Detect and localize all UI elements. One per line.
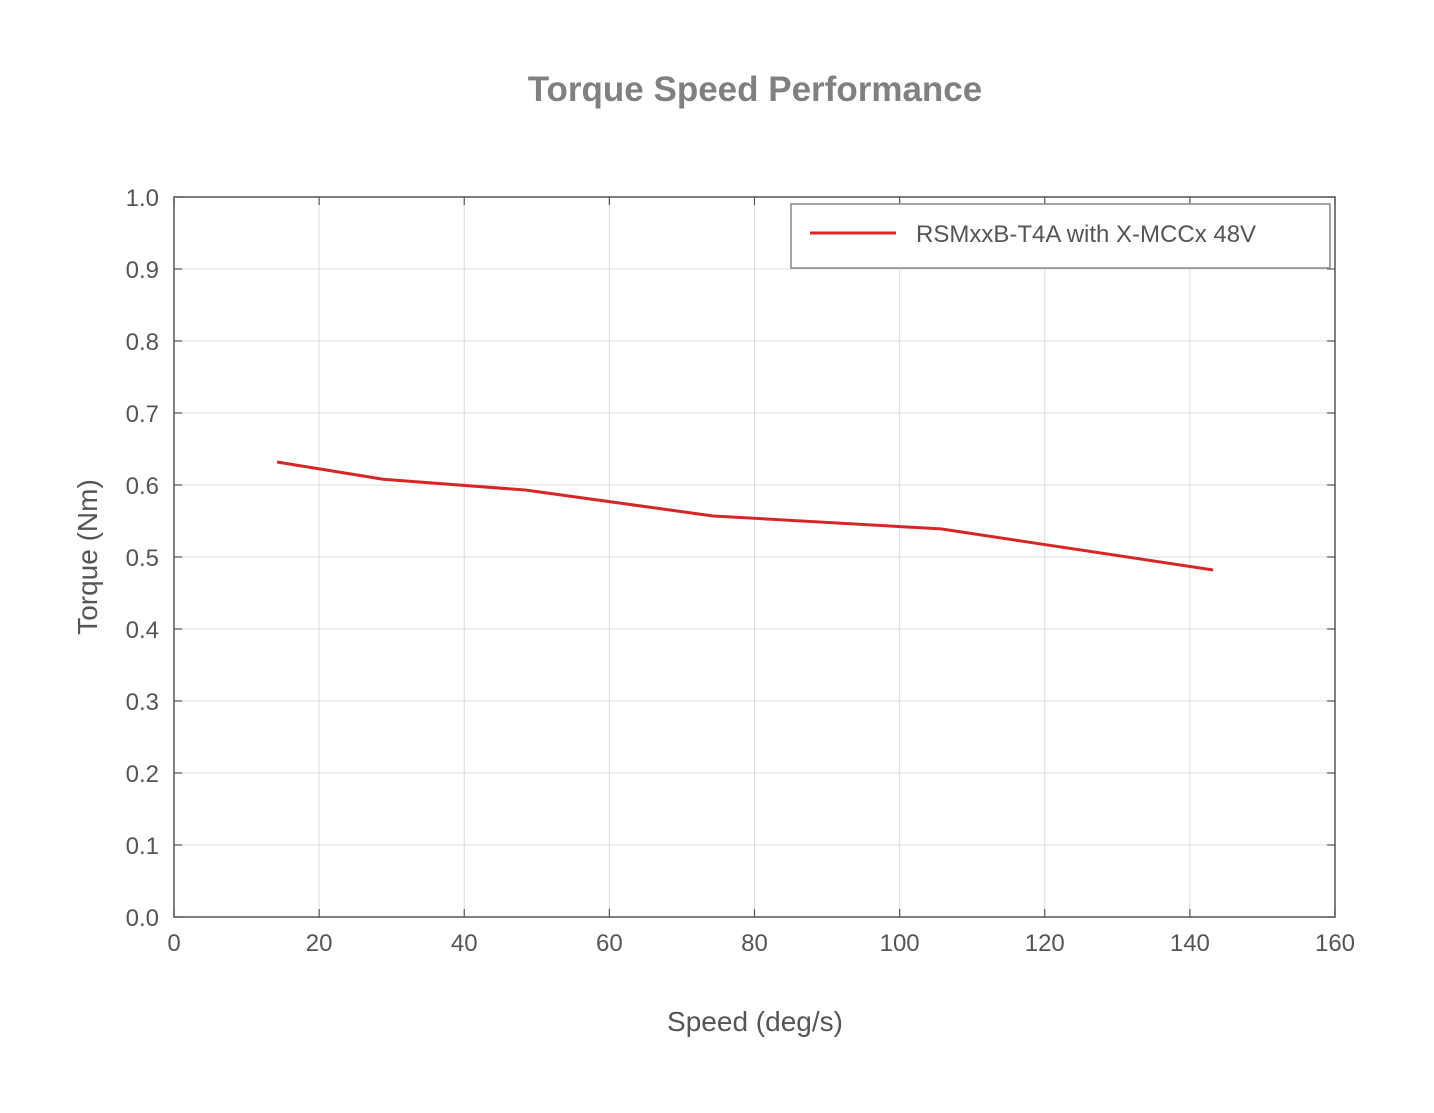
x-tick-label: 120 — [1025, 930, 1065, 957]
x-tick-label: 20 — [306, 930, 333, 957]
y-tick-label: 0.4 — [126, 617, 159, 644]
x-tick-label: 140 — [1170, 930, 1210, 957]
y-tick-label: 0.6 — [126, 473, 159, 500]
y-tick-label: 0.2 — [126, 761, 159, 788]
y-tick-label: 0.7 — [126, 401, 159, 428]
y-tick-label: 0.8 — [126, 329, 159, 356]
y-tick-label: 0.9 — [126, 257, 159, 284]
y-tick-label: 0.1 — [126, 833, 159, 860]
series-group — [276, 460, 1214, 572]
legend-label: RSMxxB-T4A with X-MCCx 48V — [916, 221, 1256, 248]
x-tick-label: 0 — [167, 930, 180, 957]
y-axis-label: Torque (Nm) — [72, 479, 103, 635]
plot-frame — [173, 196, 1336, 918]
x-axis-label: Speed (deg/s) — [667, 1006, 843, 1037]
legend: RSMxxB-T4A with X-MCCx 48V — [790, 203, 1331, 269]
x-tick-label: 160 — [1315, 930, 1355, 957]
x-tick-label: 60 — [596, 930, 623, 957]
x-tick-label: 40 — [451, 930, 478, 957]
x-tick-label: 80 — [741, 930, 768, 957]
series-line — [276, 460, 1214, 572]
x-tick-label: 100 — [880, 930, 920, 957]
y-tick-label: 0.3 — [126, 689, 159, 716]
legend-box — [790, 203, 1331, 269]
y-tick-label: 1.0 — [126, 185, 159, 212]
ticks: 0 20 40 60 80 100 120 140 160 0.0 0.1 0.2 0.3 0.4 0.5 0… — [126, 185, 1355, 957]
y-tick-label: 0.0 — [126, 905, 159, 932]
y-tick-label: 0.5 — [126, 545, 159, 572]
chart-title: Torque Speed Performance — [528, 70, 982, 109]
grid — [173, 196, 1336, 918]
